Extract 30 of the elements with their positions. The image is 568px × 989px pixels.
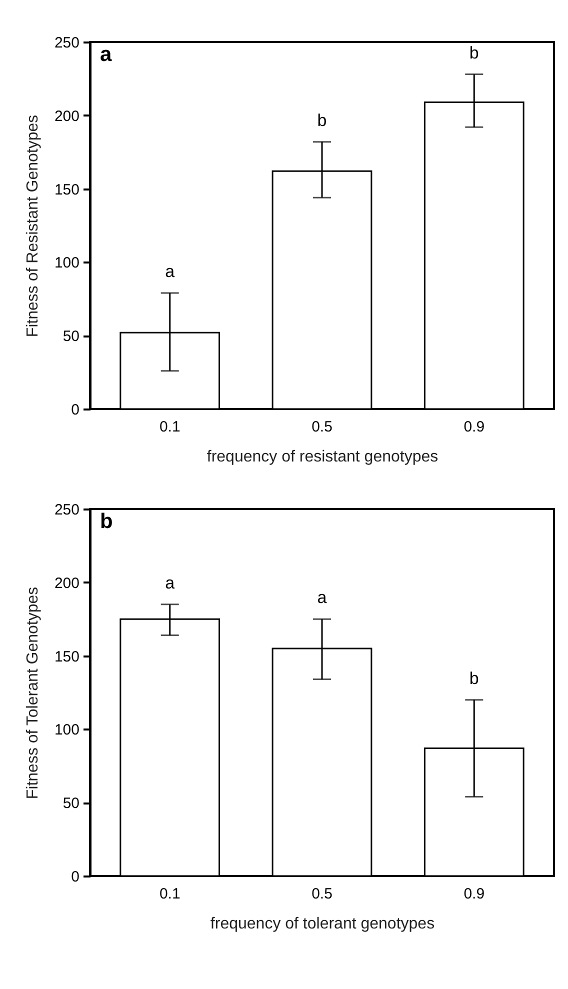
x-tick-label: 0.5 [312,418,332,436]
annotation: a [165,262,176,282]
chart-title: b [100,510,113,533]
y-tick-label: 50 [62,328,80,346]
y-tick-label: 200 [54,574,80,592]
y-tick-label: 150 [54,181,80,198]
x-tick-label: 0.1 [159,886,180,902]
y-tick-label: 250 [54,502,80,518]
annotation: b [469,43,479,62]
y-tick-label: 250 [54,34,80,52]
y-tick-label: 200 [54,108,80,125]
x-tick-label: 0.9 [464,886,485,902]
x-axis-title: frequency of resistant genotypes [206,448,438,466]
y-tick-label: 50 [62,795,80,812]
chart-title: a [100,43,112,66]
annotation: b [469,668,479,688]
annotation: b [317,110,327,130]
x-axis-title: frequency of tolerant genotypes [210,916,435,932]
x-tick-label: 0.9 [464,418,485,436]
y-tick-label: 100 [54,254,80,272]
annotation: a [317,588,328,608]
x-tick-label: 0.5 [312,886,332,902]
y-tick-label: 0 [71,868,80,886]
y-axis-title: Fitness of Resistant Genotypes [24,114,42,338]
y-tick-label: 0 [71,402,80,418]
y-axis-title: Fitness of Tolerant Genotypes [24,586,42,800]
annotation: a [165,573,176,592]
x-tick-label: 0.1 [159,418,180,436]
y-tick-label: 100 [54,722,80,739]
y-tick-label: 150 [54,648,80,666]
